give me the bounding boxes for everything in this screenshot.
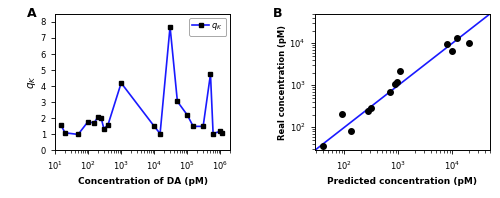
Y-axis label: $q_K$: $q_K$	[26, 75, 38, 89]
Point	[393, 80, 401, 84]
Point	[364, 109, 372, 112]
Line: $q_K$: $q_K$	[58, 25, 224, 136]
$q_K$	[200, 125, 206, 128]
Point	[448, 50, 456, 53]
X-axis label: Concentration of DA (pM): Concentration of DA (pM)	[78, 177, 208, 187]
Point	[396, 69, 404, 72]
Text: A: A	[27, 7, 36, 20]
$q_K$	[157, 132, 163, 135]
$q_K$	[105, 124, 111, 126]
X-axis label: Predicted concentration (pM): Predicted concentration (pM)	[328, 177, 478, 187]
$q_K$	[118, 82, 124, 84]
Point	[452, 36, 460, 39]
Point	[338, 112, 346, 115]
$q_K$	[91, 122, 97, 124]
$q_K$	[98, 117, 104, 120]
$q_K$	[190, 125, 196, 128]
$q_K$	[85, 120, 91, 123]
Y-axis label: Real concentration (pM): Real concentration (pM)	[278, 25, 286, 140]
Point	[464, 42, 472, 45]
Point	[319, 145, 327, 148]
Point	[346, 130, 354, 133]
Point	[386, 91, 394, 94]
$q_K$	[218, 130, 224, 132]
$q_K$	[210, 132, 216, 135]
$q_K$	[62, 132, 68, 134]
$q_K$	[219, 132, 225, 134]
$q_K$	[208, 73, 214, 75]
Text: B: B	[272, 7, 282, 20]
$q_K$	[58, 124, 64, 126]
$q_K$	[184, 114, 190, 116]
$q_K$	[75, 133, 81, 136]
$q_K$	[167, 26, 173, 28]
$q_K$	[95, 116, 101, 118]
Point	[367, 106, 375, 109]
$q_K$	[152, 125, 158, 128]
Point	[390, 82, 398, 85]
Point	[443, 42, 451, 45]
$q_K$	[101, 128, 107, 130]
$q_K$	[174, 100, 180, 103]
Legend: $q_K$: $q_K$	[189, 18, 226, 36]
